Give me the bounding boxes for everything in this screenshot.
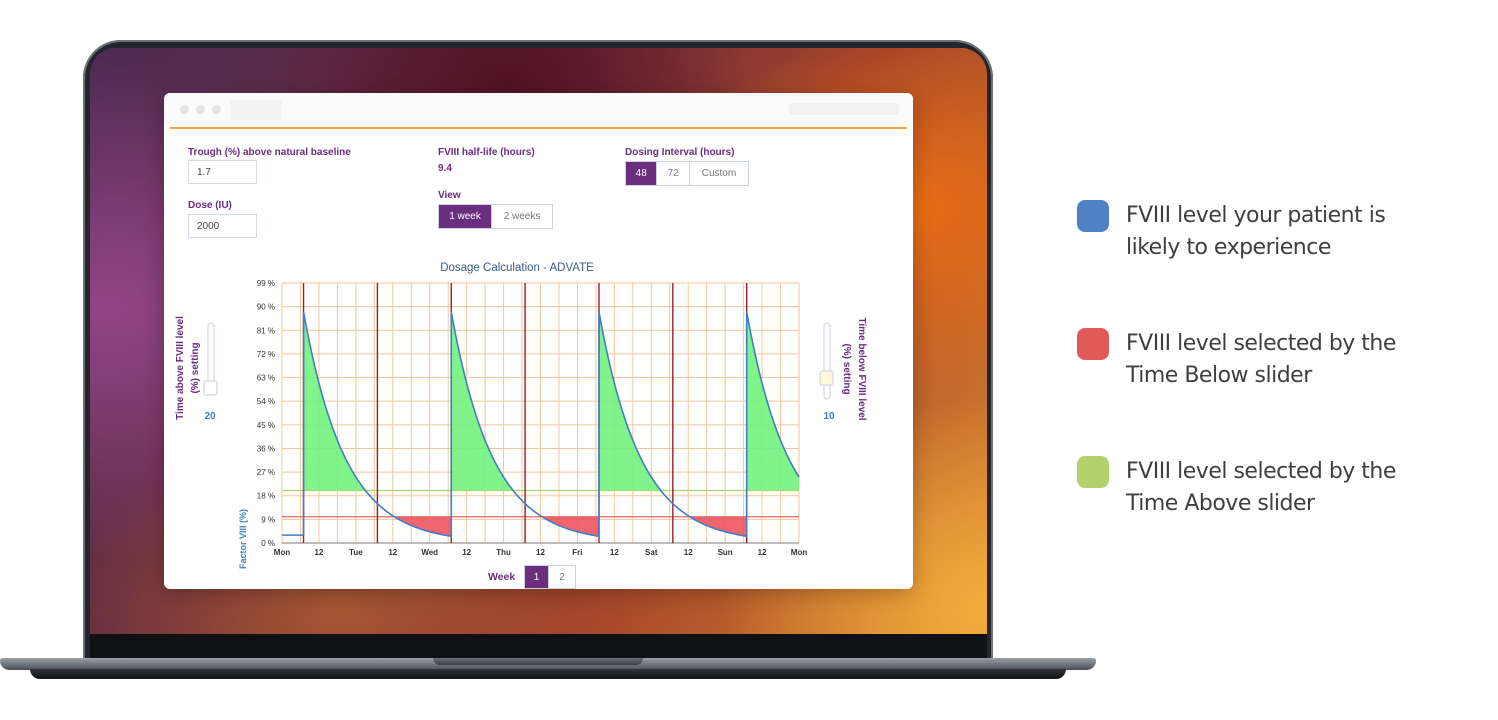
right-slider-handle[interactable] bbox=[819, 370, 834, 386]
chart-grid bbox=[281, 282, 800, 544]
y-tick-label: 36 % bbox=[257, 444, 275, 453]
laptop-hinge-notch bbox=[433, 658, 643, 665]
x-tick-label: 12 bbox=[536, 548, 545, 557]
header-divider bbox=[170, 127, 907, 129]
x-tick-label: 12 bbox=[462, 548, 471, 557]
view-1-week-button[interactable]: 1 week bbox=[439, 205, 493, 228]
y-tick-label: 81 % bbox=[257, 326, 275, 335]
x-tick-label: Wed bbox=[421, 548, 438, 557]
legend-text-time-above: FVIII level selected by the Time Above s… bbox=[1126, 459, 1396, 516]
interval-toggle: 48 72 Custom bbox=[625, 161, 749, 186]
window-tab[interactable] bbox=[230, 100, 282, 120]
x-tick-label: Sun bbox=[718, 548, 733, 557]
interval-72-button[interactable]: 72 bbox=[657, 162, 690, 185]
view-2-weeks-button[interactable]: 2 weeks bbox=[503, 211, 541, 222]
halflife-value: 9.4 bbox=[438, 163, 452, 174]
y-tick-label: 72 % bbox=[257, 350, 275, 359]
y-tick-label: 54 % bbox=[257, 397, 275, 406]
chart-curve bbox=[282, 311, 800, 538]
fill-time-below bbox=[542, 516, 599, 537]
x-tick-label: Mon bbox=[791, 548, 808, 557]
right-slider-track[interactable] bbox=[823, 322, 831, 400]
trough-label: Trough (%) above natural baseline bbox=[188, 147, 351, 158]
series-line-fviii-level bbox=[282, 311, 800, 538]
x-tick-label: Tue bbox=[349, 548, 363, 557]
chart-y-axis-label: Factor VIII (%) bbox=[238, 509, 248, 569]
week-1-button[interactable]: 1 bbox=[525, 566, 550, 588]
dosage-calculator-window: Trough (%) above natural baseline 1.7 Do… bbox=[164, 93, 913, 589]
x-tick-label: 12 bbox=[758, 548, 767, 557]
week-2-button[interactable]: 2 bbox=[559, 571, 565, 583]
legend-swatch-blue bbox=[1077, 200, 1109, 232]
window-address-bar[interactable] bbox=[789, 103, 899, 115]
y-tick-label: 99 % bbox=[257, 279, 275, 288]
legend-item-time-above: FVIII level selected by the Time Above s… bbox=[1077, 456, 1426, 520]
left-slider-label-line2: (%) setting bbox=[190, 342, 201, 393]
fill-time-above bbox=[746, 311, 799, 491]
legend-item-time-below: FVIII level selected by the Time Below s… bbox=[1077, 328, 1426, 392]
right-slider-label-line2: (%) setting bbox=[841, 343, 852, 394]
y-tick-label: 18 % bbox=[257, 492, 275, 501]
legend-text-time-below: FVIII level selected by the Time Below s… bbox=[1126, 331, 1396, 388]
chart-y-ticks: 0 % 9 % 18 % 27 % 36 % 45 % 54 % 63 % 72 % 81 % 90… bbox=[257, 279, 275, 548]
fill-time-below bbox=[689, 516, 747, 537]
window-minimize-dot[interactable] bbox=[196, 105, 205, 114]
chart-fills bbox=[303, 311, 799, 537]
laptop-base-shadow bbox=[30, 669, 1066, 679]
y-tick-label: 45 % bbox=[257, 421, 275, 430]
laptop-screen-bezel bbox=[90, 634, 987, 660]
x-tick-label: 12 bbox=[388, 548, 397, 557]
chart-x-ticks: Mon 12 Tue 12 Wed 12 Thu 12 Fri 12 Sat 12 Sun 12 Mon bbox=[274, 548, 808, 557]
fill-time-above bbox=[598, 311, 661, 491]
legend-swatch-green bbox=[1077, 456, 1109, 488]
week-toggle: 1 2 bbox=[524, 565, 576, 589]
left-slider-label-line1: Time above FVIII level bbox=[175, 316, 186, 420]
legend-swatch-red bbox=[1077, 328, 1109, 360]
dosage-chart: Dosage Calculation - ADVATE 0 % 9 % 18 % 27… bbox=[175, 262, 867, 569]
y-tick-label: 9 % bbox=[261, 515, 275, 524]
x-tick-label: 12 bbox=[314, 548, 323, 557]
dose-label: Dose (IU) bbox=[188, 200, 232, 211]
y-tick-label: 63 % bbox=[257, 374, 275, 383]
halflife-label: FVIII half-life (hours) bbox=[438, 147, 535, 158]
interval-label: Dosing Interval (hours) bbox=[625, 147, 735, 158]
interval-custom-button[interactable]: Custom bbox=[701, 168, 737, 179]
trough-input[interactable]: 1.7 bbox=[188, 160, 257, 184]
dose-input[interactable]: 2000 bbox=[188, 214, 257, 238]
fill-time-above bbox=[303, 311, 366, 491]
legend-text-patient-level: FVIII level your patient is likely to ex… bbox=[1126, 203, 1386, 260]
window-maximize-dot[interactable] bbox=[212, 105, 221, 114]
chart-threshold-lines bbox=[282, 489, 799, 518]
window-titlebar bbox=[164, 93, 913, 125]
chart-title: Dosage Calculation - ADVATE bbox=[440, 262, 594, 274]
left-slider-handle[interactable] bbox=[203, 380, 218, 396]
x-tick-label: Fri bbox=[572, 548, 582, 557]
legend-item-patient-level: FVIII level your patient is likely to ex… bbox=[1077, 200, 1426, 264]
week-label: Week bbox=[488, 571, 516, 583]
y-tick-label: 27 % bbox=[257, 468, 275, 477]
x-tick-label: 12 bbox=[610, 548, 619, 557]
right-slider-value: 10 bbox=[823, 411, 835, 422]
x-tick-label: Mon bbox=[274, 548, 291, 557]
fill-time-above bbox=[451, 311, 514, 491]
y-tick-label: 90 % bbox=[257, 303, 275, 312]
right-slider-label-line1: Time below FVIII level bbox=[856, 317, 867, 420]
window-close-dot[interactable] bbox=[180, 105, 189, 114]
left-slider-value: 20 bbox=[204, 411, 216, 422]
y-tick-label: 0 % bbox=[261, 539, 275, 548]
interval-48-button[interactable]: 48 bbox=[626, 162, 658, 185]
fill-time-below bbox=[394, 516, 452, 537]
view-toggle: 1 week 2 weeks bbox=[438, 204, 553, 229]
x-tick-label: Thu bbox=[496, 548, 511, 557]
x-tick-label: 12 bbox=[684, 548, 693, 557]
x-tick-label: Sat bbox=[645, 548, 658, 557]
view-label: View bbox=[438, 190, 461, 201]
